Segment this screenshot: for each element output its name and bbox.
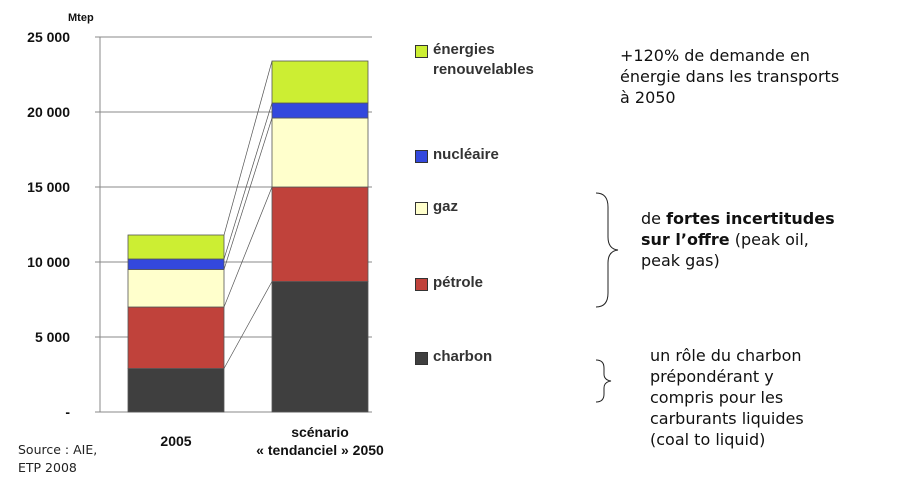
y-tick-label: 10 000 bbox=[27, 254, 70, 270]
y-tick-label: 20 000 bbox=[27, 104, 70, 120]
brace bbox=[595, 359, 612, 403]
annotation: de fortes incertitudes sur l’offre (peak… bbox=[641, 208, 835, 271]
bar-segment bbox=[271, 102, 369, 119]
bar-segment bbox=[127, 306, 225, 369]
connector-line bbox=[223, 102, 273, 260]
annotation: +120% de demande en énergie dans les tra… bbox=[620, 45, 839, 108]
y-tick-label: - bbox=[65, 404, 70, 420]
x-tick-label: scénario « tendanciel » 2050 bbox=[256, 424, 384, 458]
annotation-text: fortes incertitudes sur l’offre bbox=[641, 209, 835, 249]
annotation-text: (peak oil, peak gas) bbox=[641, 230, 809, 270]
x-tick-label: 2005 bbox=[160, 433, 192, 449]
bar-segment bbox=[271, 117, 369, 188]
y-tick-label: 5 000 bbox=[34, 329, 70, 345]
bar-segment bbox=[127, 258, 225, 270]
connector-line bbox=[223, 60, 273, 236]
legend-swatch bbox=[415, 150, 428, 163]
annotation-text: +120% de demande en énergie dans les tra… bbox=[620, 46, 840, 107]
legend-swatch bbox=[415, 278, 428, 291]
legend-label: énergies renouvelables bbox=[433, 41, 534, 78]
legend-label: gaz bbox=[433, 198, 459, 215]
annotation: un rôle du charbon prépondérant y compri… bbox=[650, 345, 804, 450]
bar-segment bbox=[271, 60, 369, 104]
bar-segment bbox=[271, 186, 369, 282]
unit-label: Mtep bbox=[68, 12, 94, 24]
source: Source : AIE, ETP 2008 bbox=[18, 442, 98, 475]
annotation-text: un rôle du charbon prépondérant y compri… bbox=[650, 346, 804, 449]
legend-swatch bbox=[415, 202, 428, 215]
bar-segment bbox=[127, 368, 225, 413]
legend-swatch bbox=[415, 352, 428, 365]
y-tick-label: 25 000 bbox=[27, 29, 70, 45]
legend-label: pétrole bbox=[433, 274, 484, 291]
brace bbox=[595, 192, 619, 308]
y-tick-label: 15 000 bbox=[27, 179, 70, 195]
connector-line bbox=[223, 117, 273, 270]
legend-swatch bbox=[415, 45, 428, 58]
connector-line bbox=[223, 281, 273, 369]
annotation-text: de bbox=[641, 209, 667, 228]
bar-segment bbox=[127, 234, 225, 260]
legend-label: charbon bbox=[433, 348, 493, 365]
connector-line bbox=[223, 186, 273, 308]
legend-label: nucléaire bbox=[433, 146, 499, 163]
bar-segment bbox=[271, 281, 369, 413]
bar-segment bbox=[127, 269, 225, 308]
